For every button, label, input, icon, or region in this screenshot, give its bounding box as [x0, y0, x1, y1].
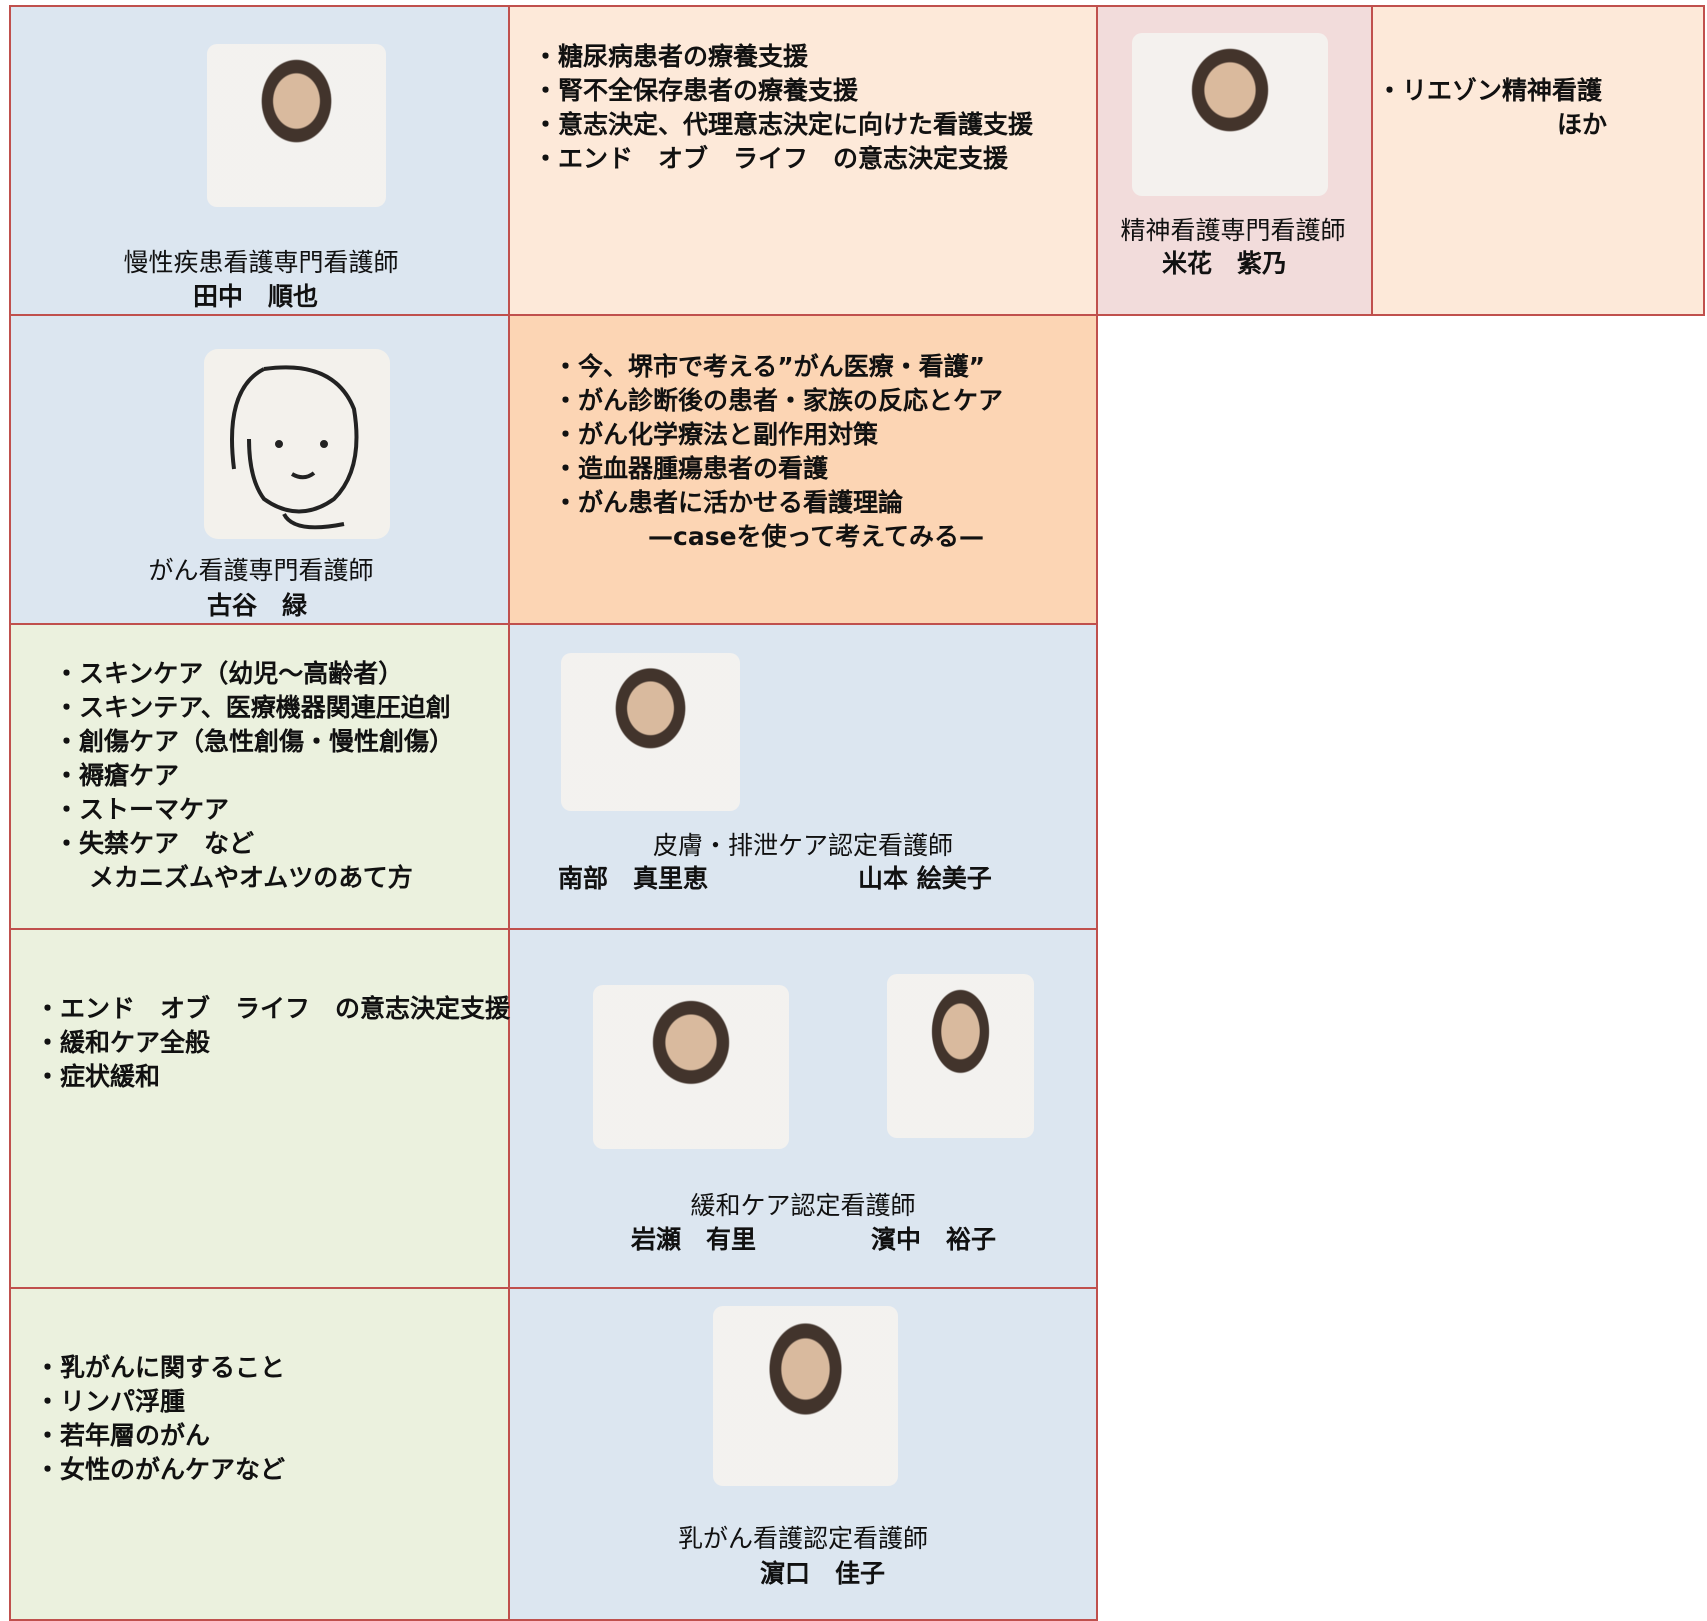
topic: —caseを使って考えてみる—	[648, 522, 985, 551]
role: がん看護専門看護師	[148, 556, 374, 585]
topic: ・失禁ケア など	[54, 829, 255, 858]
cell	[508, 314, 1098, 625]
name: 古谷 緑	[207, 591, 308, 620]
photo	[1132, 33, 1328, 196]
topic: ・糖尿病患者の療養支援	[533, 42, 809, 71]
topic: ・緩和ケア全般	[35, 1028, 211, 1057]
name: 濱中 裕子	[871, 1225, 997, 1254]
topic-list: ・糖尿病患者の療養支援 ・腎不全保存患者の療養支援 ・意志決定、代理意志決定に向…	[533, 40, 1033, 176]
role: 緩和ケア認定看護師	[690, 1191, 916, 1220]
cell	[9, 928, 510, 1289]
topic: ・リンパ浮腫	[35, 1387, 186, 1416]
topic: ・腎不全保存患者の療養支援	[533, 76, 859, 105]
photo	[207, 44, 386, 207]
name: 南部 真里恵	[558, 864, 709, 893]
topic: ・造血器腫瘍患者の看護	[553, 454, 829, 483]
topic: ・がん診断後の患者・家族の反応とケア	[553, 386, 1004, 415]
cell	[508, 5, 1098, 316]
photo	[887, 974, 1034, 1138]
role: 慢性疾患看護専門看護師	[123, 248, 399, 277]
topic: ・がん患者に活かせる看護理論	[553, 488, 904, 517]
topic: ・ストーマケア	[54, 795, 230, 824]
role: 皮膚・排泄ケア認定看護師	[652, 831, 954, 860]
topic: ・症状緩和	[35, 1062, 161, 1091]
photo	[593, 985, 789, 1149]
cell	[9, 1287, 510, 1621]
topic: ・エンド オブ ライフ の意志決定支援	[533, 144, 1009, 173]
name: 山本 絵美子	[858, 864, 992, 893]
topic-list: ・今、堺市で考える”がん医療・看護” ・がん診断後の患者・家族の反応とケア ・が…	[553, 350, 1003, 554]
illustration	[204, 349, 390, 539]
name: 田中 順也	[193, 282, 319, 311]
topic: ・リエゾン精神看護	[1377, 76, 1603, 105]
topic: ・スキンケア（幼児～高齢者）	[54, 659, 404, 688]
topic-list: ・乳がんに関すること ・リンパ浮腫 ・若年層のがん ・女性のがんケアなど	[35, 1351, 285, 1487]
topic-list: ・スキンケア（幼児～高齢者） ・スキンテア、医療機器関連圧迫創 ・創傷ケア（急性…	[54, 657, 454, 895]
role: 乳がん看護認定看護師	[677, 1524, 929, 1553]
name: 岩瀬 有里	[631, 1225, 757, 1254]
topic: ほか	[1557, 110, 1608, 139]
name: 濵口 佳子	[760, 1559, 886, 1588]
topic: ・若年層のがん	[35, 1421, 211, 1450]
topic: ・褥瘡ケア	[54, 761, 180, 790]
topic: ・創傷ケア（急性創傷・慢性創傷）	[54, 727, 455, 756]
cell	[9, 623, 510, 930]
cell	[1371, 5, 1705, 316]
topic: ・意志決定、代理意志決定に向けた看護支援	[533, 110, 1034, 139]
sketch	[230, 365, 359, 530]
topic: ・乳がんに関すること	[35, 1353, 286, 1382]
topic: ・がん化学療法と副作用対策	[553, 420, 879, 449]
topic: ・スキンテア、医療機器関連圧迫創	[54, 693, 451, 722]
name: 米花 紫乃	[1162, 249, 1288, 278]
role: 精神看護専門看護師	[1120, 216, 1346, 245]
topic: ・エンド オブ ライフ の意志決定支援	[35, 994, 511, 1023]
topic: ・今、堺市で考える”がん医療・看護”	[553, 352, 986, 381]
topic: メカニズムやオムツのあて方	[89, 863, 413, 892]
topic: ・女性のがんケアなど	[35, 1455, 286, 1484]
photo	[713, 1306, 898, 1486]
topic-list: ・エンド オブ ライフ の意志決定支援 ・緩和ケア全般 ・症状緩和	[35, 992, 510, 1094]
photo	[561, 653, 740, 811]
